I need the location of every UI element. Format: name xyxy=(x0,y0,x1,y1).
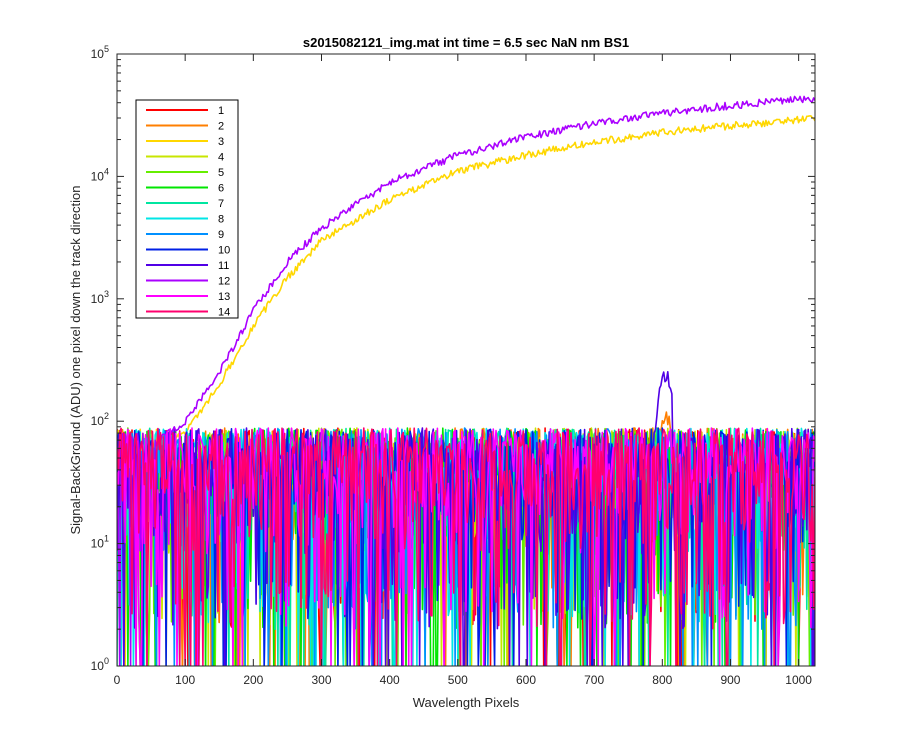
y-tick-label: 100 xyxy=(91,656,109,673)
x-tick-label: 700 xyxy=(584,673,604,687)
legend-box xyxy=(135,99,239,319)
legend-label-9: 9 xyxy=(218,229,224,241)
series-line-13 xyxy=(117,427,815,666)
y-tick-label: 105 xyxy=(91,44,109,61)
x-axis-label: Wavelength Pixels xyxy=(413,695,520,710)
series-line-12 xyxy=(117,95,815,666)
legend-label-12: 12 xyxy=(218,276,230,288)
series-line-14 xyxy=(117,427,815,666)
legend-label-14: 14 xyxy=(218,307,230,319)
x-tick-label: 1000 xyxy=(785,673,812,687)
x-tick-label: 200 xyxy=(243,673,263,687)
x-tick-label: 100 xyxy=(175,673,195,687)
y-tick-label: 103 xyxy=(91,289,109,306)
x-tick-label: 400 xyxy=(380,673,400,687)
axes-box xyxy=(116,53,816,667)
series-layer xyxy=(117,95,815,666)
x-tick-label: 500 xyxy=(448,673,468,687)
legend-label-13: 13 xyxy=(218,291,230,303)
x-tick-label: 800 xyxy=(652,673,672,687)
legend-label-11: 11 xyxy=(218,260,229,272)
legend-label-10: 10 xyxy=(218,245,230,257)
x-tick-label: 900 xyxy=(720,673,740,687)
legend-label-3: 3 xyxy=(218,136,224,148)
y-axis-label: Signal-BackGround (ADU) one pixel down t… xyxy=(68,185,83,534)
series-line-11 xyxy=(117,370,815,666)
x-tick-label: 0 xyxy=(114,673,121,687)
x-tick-label: 300 xyxy=(311,673,331,687)
x-tick-label: 600 xyxy=(516,673,536,687)
y-tick-label: 104 xyxy=(91,166,109,183)
x-axis: 0 100 200 300 400 500 600 700 800 900 1000 xyxy=(114,54,812,687)
y-tick-label: 102 xyxy=(91,411,109,428)
legend-label-5: 5 xyxy=(218,167,224,179)
series-line-3 xyxy=(117,115,815,666)
legend-label-6: 6 xyxy=(218,183,224,195)
legend-label-2: 2 xyxy=(218,121,224,133)
chart-title: s2015082121_img.mat int time = 6.5 sec N… xyxy=(303,35,629,50)
legend-label-7: 7 xyxy=(218,198,224,210)
legend-label-8: 8 xyxy=(218,214,224,226)
legend-label-4: 4 xyxy=(218,152,224,164)
y-tick-label: 101 xyxy=(91,534,109,551)
legend-label-1: 1 xyxy=(218,105,224,117)
